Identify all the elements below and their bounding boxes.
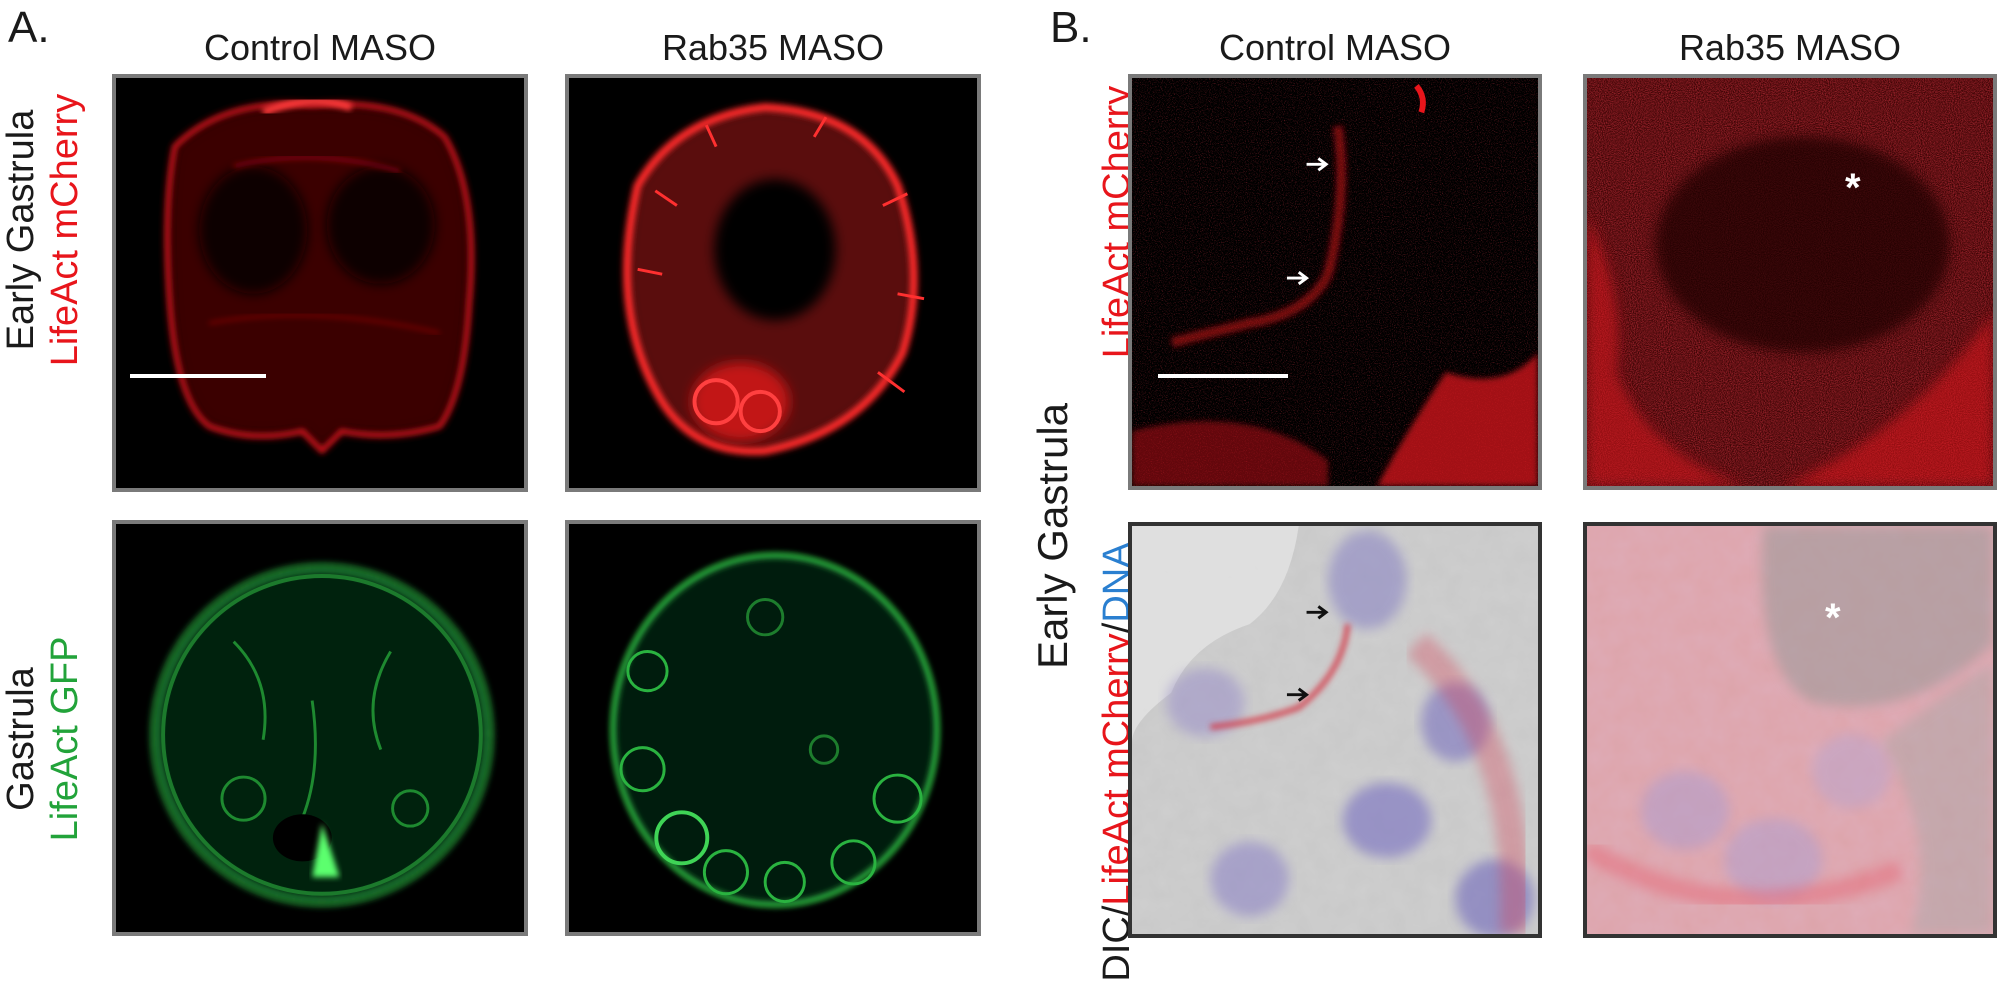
panel-b-col-title-control: Control MASO [1218,27,1452,68]
panel-a-row2-marker: LifeAct GFP [43,636,86,842]
panel-a-control-gfp-image [112,520,528,936]
panel-b-rab35-mcherry-image: * [1583,74,1997,490]
panel-a-rab35-mcherry-image [565,74,981,492]
panel-b-control-mcherry-image [1128,74,1542,490]
scale-bar [1158,374,1288,378]
panel-a-row1-label: Early Gastrula LifeAct mCherry [0,65,90,395]
scale-bar [130,374,266,378]
panel-b-control-dic-overlay-image [1128,522,1542,938]
panel-a-letter: A. [8,3,50,52]
asterisk-marker: * [1825,596,1841,640]
panel-a-row1-marker: LifeAct mCherry [43,93,86,367]
panel-a-rab35-gfp-image [565,520,981,936]
panel-b-stage-label: Early Gastrula [1029,402,1076,670]
panel-a-row2-label: Gastrula LifeAct GFP [0,594,90,884]
panel-a-col-title-rab35: Rab35 MASO [661,27,885,68]
panel-b-col-title-rab35: Rab35 MASO [1678,27,1902,68]
panel-a-row1-stage: Early Gastrula [0,109,42,351]
asterisk-marker: * [1845,166,1861,210]
panel-a-col-title-control: Control MASO [203,27,437,68]
panel-a-row2-stage: Gastrula [0,667,42,811]
panel-a-control-mcherry-image [112,74,528,492]
panel-b-letter: B. [1050,3,1092,52]
panel-b-rab35-dic-overlay-image: * [1583,522,1997,938]
